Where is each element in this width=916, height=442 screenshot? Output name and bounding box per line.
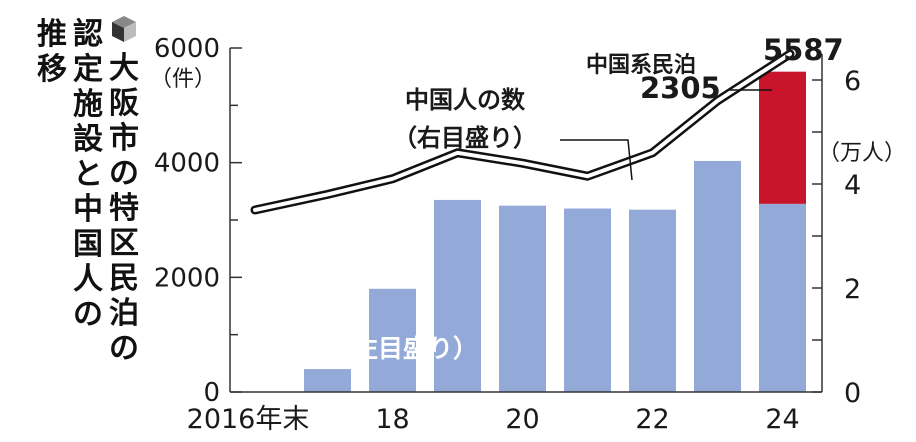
line-chinese-population [253, 52, 792, 212]
line-label-leader [560, 139, 633, 181]
line-label-2: （右目盛り） [393, 124, 537, 152]
bar-chinese-minpaku [759, 71, 806, 204]
left-axis-unit: （件） [150, 67, 216, 92]
right-axis-unit: （万人） [818, 141, 906, 166]
title-char: 区 [109, 226, 139, 261]
left-tick-label: 4000 [154, 149, 220, 179]
title-char: 施 [73, 87, 103, 122]
title-icon [112, 16, 136, 42]
bar-series-label: 施設数（左目盛り） [253, 334, 478, 363]
title-char: の [109, 156, 139, 191]
bar-facilities [304, 369, 351, 392]
x-tick-label: 20 [505, 404, 539, 435]
bar-facilities [759, 203, 806, 392]
line-label-1: 中国人の数 [405, 86, 526, 114]
x-tick-label: 18 [375, 404, 409, 435]
title-char: 阪 [109, 86, 139, 121]
title-char: 大 [109, 51, 139, 86]
x-ticks: 2016年末 18 20 22 24 [187, 391, 822, 435]
x-tick-label: 24 [765, 404, 799, 435]
title-column-3: 推移 [37, 17, 67, 87]
title-char: 定 [73, 52, 103, 87]
title-char: 国 [73, 227, 103, 262]
title-char: の [73, 297, 103, 332]
title-char: 特 [109, 191, 139, 226]
title-char: 認 [73, 17, 103, 52]
total-value-label: 5587 [763, 33, 844, 67]
title-char: 市 [109, 121, 139, 156]
highlight-value-label: 2305 [640, 71, 721, 105]
right-tick-label: 4 [844, 170, 861, 201]
line-group [250, 49, 795, 215]
x-tick-label: 22 [635, 404, 669, 435]
title-char: 人 [73, 262, 103, 297]
left-tick-label: 0 [203, 378, 220, 408]
right-tick-label: 6 [844, 66, 861, 97]
bar-facilities [499, 205, 546, 392]
bar-facilities [694, 160, 741, 392]
right-tick-label: 2 [844, 274, 861, 305]
title-char: の [109, 331, 139, 366]
bars-group [304, 71, 806, 392]
right-axis: 0 2 4 6 （万人） [812, 54, 906, 409]
left-tick-label: 2000 [154, 263, 220, 293]
left-tick-label: 6000 [154, 34, 220, 64]
bar-facilities [564, 208, 611, 392]
bar-facilities [369, 288, 416, 392]
title-char: 民 [109, 261, 139, 296]
title-char: 泊 [109, 296, 139, 331]
title-char: 中 [73, 192, 103, 227]
title-char: 設 [73, 122, 103, 157]
highlight-name-label: 中国系民泊 [586, 53, 696, 78]
x-tick-label: 2016年末 [187, 404, 310, 435]
title-char: と [73, 157, 103, 192]
title-char: 推 [37, 17, 67, 52]
left-axis: 0 2000 4000 6000 （件） [150, 34, 242, 408]
right-tick-label: 0 [844, 378, 861, 409]
title-char: 移 [37, 52, 67, 87]
bar-facilities [434, 199, 481, 392]
bar-facilities [629, 209, 676, 392]
